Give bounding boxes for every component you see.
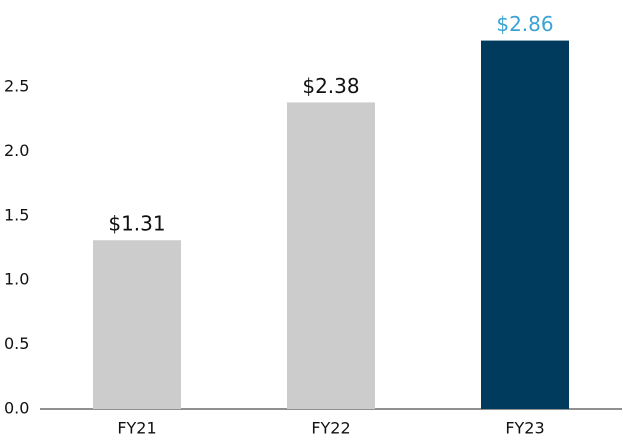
value-label: $2.86 <box>496 12 553 36</box>
y-tick-label: 2.0 <box>4 141 29 160</box>
value-label: $1.31 <box>108 212 165 236</box>
bar <box>93 240 181 409</box>
bar <box>481 40 569 410</box>
x-tick-label: FY21 <box>117 419 156 438</box>
value-label: $2.38 <box>302 74 359 98</box>
x-tick-label: FY22 <box>311 419 350 438</box>
y-tick-label: 1.5 <box>4 205 29 224</box>
y-tick-label: 2.5 <box>4 76 29 95</box>
y-tick-label: 0.0 <box>4 399 29 418</box>
y-tick-label: 1.0 <box>4 270 29 289</box>
x-tick-label: FY23 <box>505 419 544 438</box>
y-tick-label: 0.5 <box>4 334 29 353</box>
bar <box>287 102 375 410</box>
